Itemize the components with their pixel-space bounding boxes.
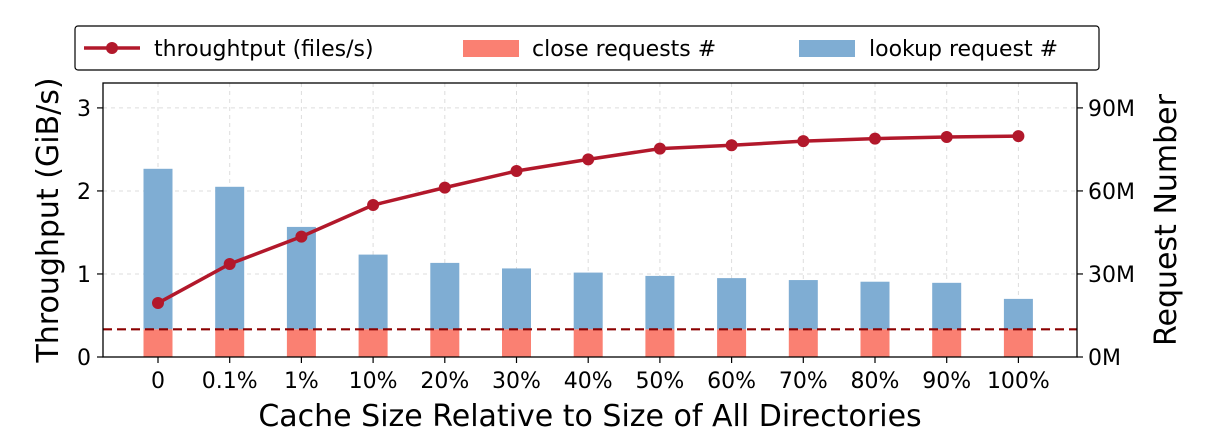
x-tick-label: 90%: [922, 369, 971, 394]
x-tick-label: 0: [151, 369, 165, 394]
legend-marker-close-requests: [463, 40, 519, 57]
legend: throughtput (files/s) close requests # l…: [74, 25, 1100, 71]
legend-box: [74, 25, 1100, 71]
x-tick-label: 20%: [420, 369, 469, 394]
x-tick-label: 10%: [349, 369, 398, 394]
bar-close-requests: [143, 329, 173, 357]
y-axis-left-title: Throughput (GiB/s): [31, 77, 66, 363]
line-series: [152, 130, 1025, 310]
x-axis-title: Cache Size Relative to Size of All Direc…: [258, 399, 921, 434]
bar-close-requests: [1003, 329, 1033, 357]
bar-close-requests: [430, 329, 460, 357]
y-axis-right-ticks: 0M 30M 60M 90M: [1077, 97, 1135, 371]
legend-marker-throughput-dot: [106, 42, 118, 54]
x-axis-ticks: 0 0.1% 1% 10% 20% 30% 40% 50% 60% 70% 80% 90% 100%: [151, 357, 1050, 394]
legend-label-close-requests: close requests #: [532, 37, 716, 62]
bar-lookup-requests: [430, 262, 460, 330]
throughput-point: [797, 135, 810, 148]
bar-close-requests: [788, 329, 818, 357]
y2-tick-label: 0M: [1088, 346, 1121, 371]
plot-area-frame: [102, 82, 1078, 358]
x-tick-label: 50%: [635, 369, 684, 394]
bar-lookup-requests: [788, 280, 818, 330]
throughput-point: [725, 139, 738, 152]
bar-close-requests: [358, 329, 388, 357]
throughput-point: [510, 165, 523, 178]
x-tick-label: 0.1%: [202, 369, 258, 394]
y-tick-label: 3: [77, 97, 91, 122]
bar-close-requests: [860, 329, 890, 357]
y-tick-label: 0: [77, 346, 91, 371]
bar-series: [143, 168, 1033, 357]
bar-lookup-requests: [717, 278, 747, 330]
bar-lookup-requests: [932, 282, 962, 330]
bar-lookup-requests: [573, 272, 603, 330]
bar-lookup-requests: [645, 275, 675, 330]
bar-close-requests: [645, 329, 675, 357]
x-tick-label: 30%: [492, 369, 541, 394]
x-tick-label: 80%: [851, 369, 900, 394]
throughput-point: [438, 181, 451, 194]
x-tick-label: 40%: [564, 369, 613, 394]
bar-lookup-requests: [860, 281, 890, 330]
bar-close-requests: [215, 329, 245, 357]
y-tick-label: 1: [77, 263, 91, 288]
throughput-point: [223, 258, 236, 271]
x-tick-label: 100%: [987, 369, 1050, 394]
legend-label-throughput: throughtput (files/s): [154, 37, 374, 62]
x-tick-label: 60%: [707, 369, 756, 394]
bar-lookup-requests: [1003, 298, 1033, 330]
bar-close-requests: [932, 329, 962, 357]
throughput-point: [582, 153, 595, 166]
y-axis-right-title: Request Number: [1149, 93, 1184, 346]
legend-label-lookup-requests: lookup request #: [869, 37, 1058, 62]
throughput-point: [940, 130, 953, 143]
legend-marker-lookup-requests: [799, 40, 855, 57]
y-axis-left-ticks: 0 1 2 3: [77, 97, 103, 371]
throughput-point: [653, 142, 666, 155]
bar-lookup-requests: [358, 254, 388, 330]
y2-tick-label: 30M: [1088, 263, 1135, 288]
bar-lookup-requests: [502, 268, 531, 330]
throughput-point: [295, 230, 308, 243]
throughput-point: [367, 199, 380, 212]
bar-close-requests: [286, 329, 316, 357]
throughput-point: [869, 132, 881, 145]
bar-lookup-requests: [286, 226, 316, 330]
y2-tick-label: 60M: [1088, 180, 1135, 205]
throughput-point: [152, 297, 164, 310]
x-tick-label: 1%: [284, 369, 319, 394]
x-tick-label: 70%: [779, 369, 828, 394]
throughput-point: [1012, 130, 1025, 143]
bar-close-requests: [717, 329, 747, 357]
y2-tick-label: 90M: [1088, 97, 1135, 122]
bar-close-requests: [573, 329, 603, 357]
y-tick-label: 2: [77, 180, 91, 205]
bar-close-requests: [502, 329, 531, 357]
